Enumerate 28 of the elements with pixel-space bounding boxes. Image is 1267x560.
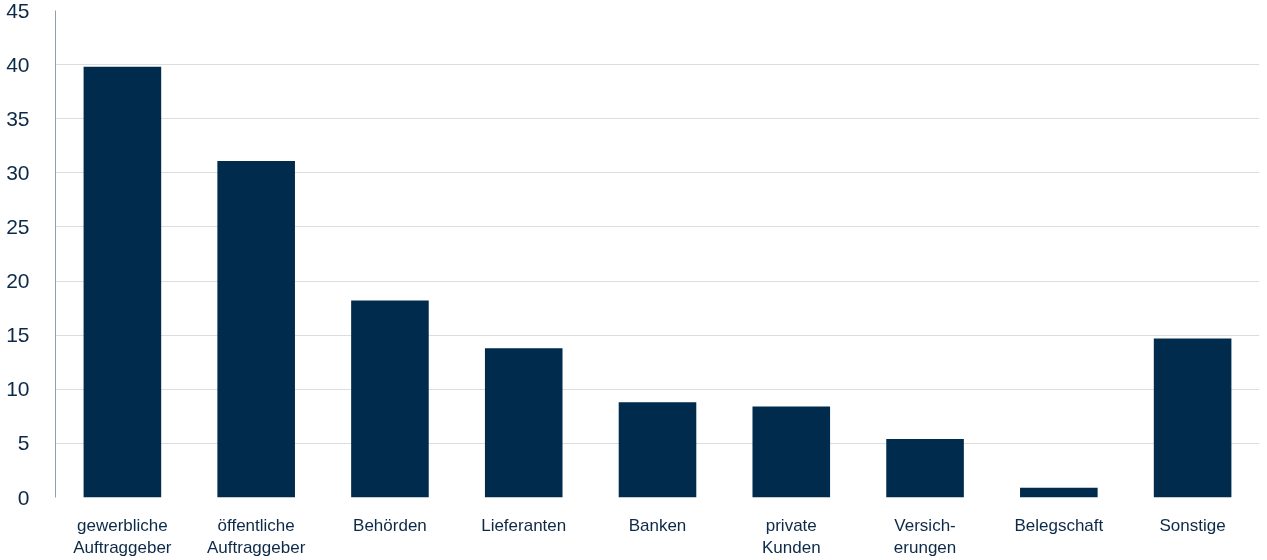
x-tick-label: gewerbliche Auftraggeber: [73, 515, 172, 558]
x-tick-label: öffentliche Auftraggeber: [207, 515, 306, 558]
y-tick-label: 40: [6, 52, 30, 76]
y-tick-label: 45: [6, 0, 30, 22]
bar: [618, 402, 697, 498]
y-tick-label: 25: [6, 214, 30, 238]
y-tick-label: 20: [6, 269, 30, 293]
bar: [484, 348, 563, 498]
x-tick-label: Behörden: [353, 515, 427, 535]
x-tick-label: Belegschaft: [1014, 515, 1104, 535]
bar: [1020, 487, 1098, 498]
y-tick-label: 0: [17, 485, 30, 509]
y-tick-label: 5: [17, 431, 30, 455]
bar: [217, 160, 295, 498]
x-tick-label: private Kunden: [761, 515, 821, 558]
y-tick-label: 35: [6, 106, 30, 130]
x-tick-label: Versich- erungen: [893, 515, 957, 558]
x-tick-label: Lieferanten: [481, 515, 567, 535]
bar: [351, 300, 429, 498]
bar: [886, 439, 964, 498]
y-tick-label: 15: [6, 323, 30, 347]
x-tick-label: Banken: [628, 515, 687, 535]
bar: [1153, 338, 1232, 498]
bar: [83, 66, 162, 498]
y-tick-label: 30: [6, 160, 30, 184]
y-tick-label: 10: [6, 377, 30, 401]
x-tick-label: Sonstige: [1159, 515, 1226, 535]
bar: [752, 406, 831, 498]
